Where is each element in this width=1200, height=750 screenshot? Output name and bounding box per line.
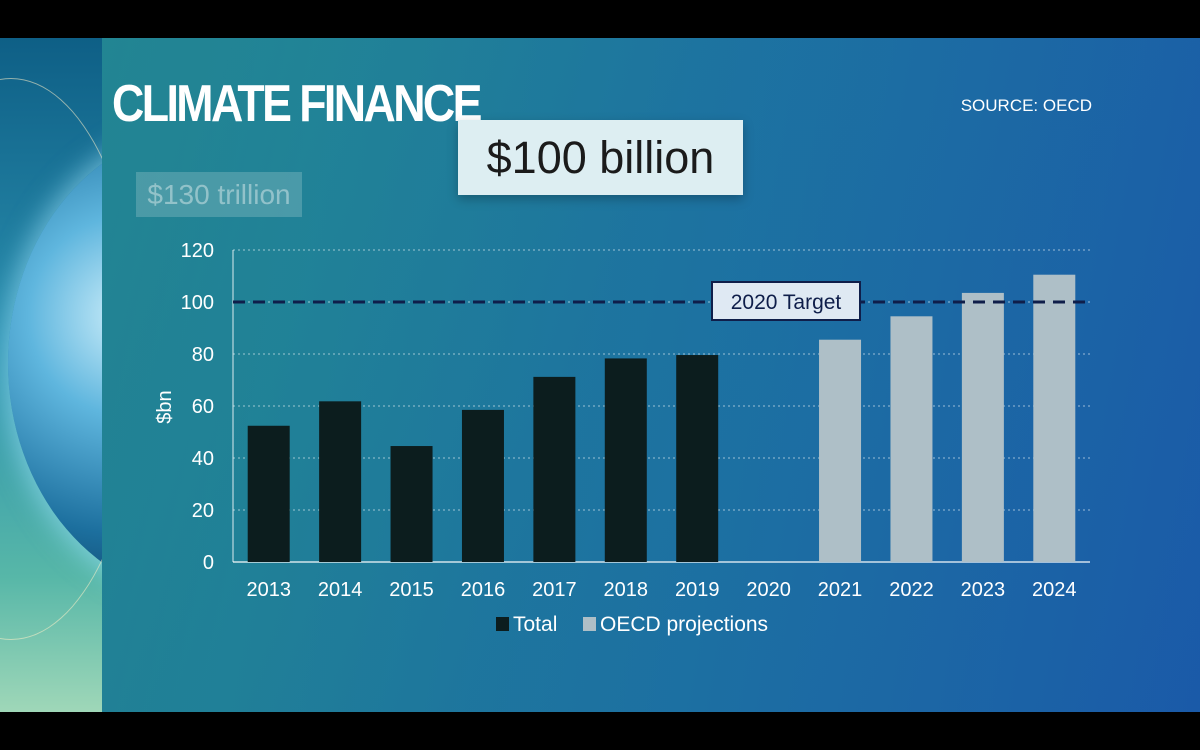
page-title: CLIMATE FINANCE bbox=[112, 75, 482, 133]
projection-bar-2022 bbox=[890, 316, 933, 562]
x-tick-label: 2023 bbox=[961, 579, 1006, 601]
x-tick-label: 2024 bbox=[1032, 579, 1077, 601]
y-tick-label: 120 bbox=[181, 240, 214, 262]
y-tick-label: 80 bbox=[192, 344, 214, 366]
legend-swatch bbox=[583, 617, 596, 631]
x-tick-label: 2016 bbox=[461, 579, 506, 601]
x-tick-label: 2019 bbox=[675, 579, 720, 601]
highlight-value-box: $100 billion bbox=[458, 120, 743, 195]
total-bar-2015 bbox=[390, 446, 433, 562]
source-label: SOURCE: OECD bbox=[960, 96, 1092, 115]
y-tick-label: 40 bbox=[192, 448, 214, 470]
y-axis-label: $bn bbox=[154, 390, 176, 423]
x-tick-label: 2017 bbox=[532, 579, 577, 601]
y-tick-label: 20 bbox=[192, 500, 214, 522]
projection-bar-2023 bbox=[961, 292, 1004, 562]
y-tick-label: 0 bbox=[203, 552, 214, 574]
target-label-box bbox=[711, 281, 861, 321]
y-tick-label: 60 bbox=[192, 396, 214, 418]
legend-label: Total bbox=[513, 613, 557, 636]
total-bar-2016 bbox=[461, 409, 504, 562]
total-bar-2013 bbox=[247, 425, 290, 562]
globe-image bbox=[0, 38, 102, 712]
x-tick-label: 2020 bbox=[746, 579, 791, 601]
total-bar-2017 bbox=[533, 376, 576, 562]
x-tick-label: 2018 bbox=[604, 579, 649, 601]
x-tick-label: 2013 bbox=[246, 579, 291, 601]
x-tick-label: 2015 bbox=[389, 579, 434, 601]
total-bar-2019 bbox=[676, 355, 719, 562]
total-bar-2018 bbox=[604, 358, 647, 562]
y-tick-label: 100 bbox=[181, 292, 214, 314]
target-label: 2020 Target bbox=[731, 291, 842, 314]
projection-bar-2021 bbox=[819, 339, 862, 562]
total-bar-2014 bbox=[319, 401, 362, 562]
legend-swatch bbox=[496, 617, 509, 631]
ghost-value-box: $130 trillion bbox=[136, 172, 302, 217]
x-tick-label: 2021 bbox=[818, 579, 863, 601]
x-tick-label: 2014 bbox=[318, 579, 363, 601]
legend-label: OECD projections bbox=[600, 613, 768, 636]
x-tick-label: 2022 bbox=[889, 579, 934, 601]
projection-bar-2024 bbox=[1033, 274, 1076, 562]
